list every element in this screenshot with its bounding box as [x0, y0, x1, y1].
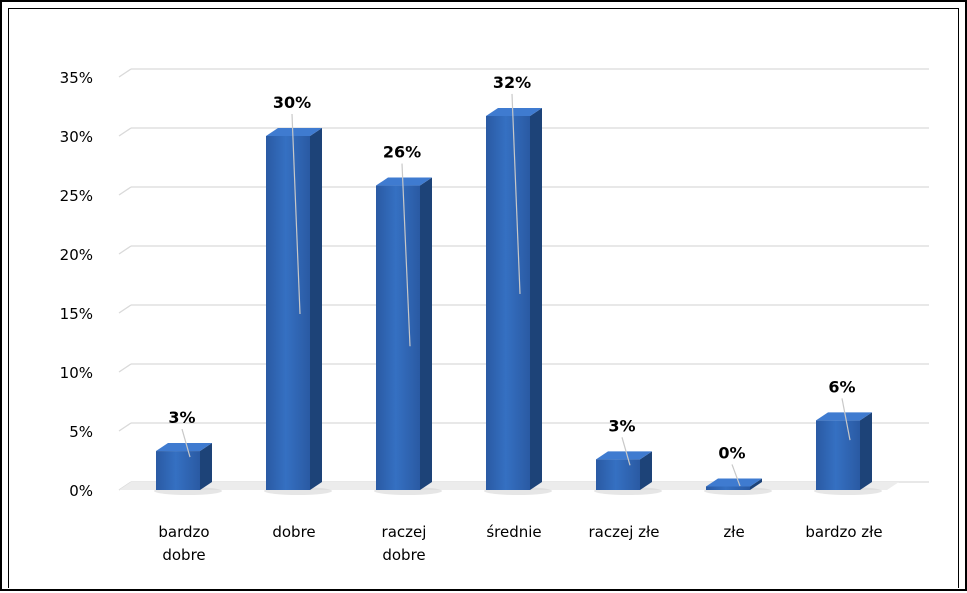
bar	[154, 443, 222, 495]
data-label: 3%	[168, 408, 195, 427]
y-tick-label: 25%	[60, 187, 93, 205]
gridline-depth	[118, 422, 132, 432]
bars	[154, 107, 882, 495]
data-label-leader	[181, 428, 191, 458]
gridline-depth	[118, 68, 132, 78]
bar-side	[750, 478, 762, 490]
bar	[594, 451, 662, 495]
bar-top	[706, 478, 762, 487]
y-axis: 0% 5% 10% 15% 20% 25% 30% 35%	[60, 69, 93, 500]
data-label-leader	[621, 437, 631, 466]
data-label: 30%	[273, 93, 311, 112]
bar-top	[376, 177, 432, 186]
bar-front	[486, 115, 530, 490]
y-tick-label: 5%	[69, 423, 93, 441]
bar-front	[706, 486, 750, 490]
data-labels: 3% 30% 26% 32% 3% 0% 6%	[168, 73, 856, 487]
data-label-leader	[841, 398, 851, 441]
data-label-leader	[731, 464, 741, 487]
bar-chart: 0% 5% 10% 15% 20% 25% 30% 35% 3% 30% 26% 32% 3% 0% 6%…	[60, 68, 929, 564]
y-tick-label: 0%	[69, 482, 93, 500]
category-labels: bardzo dobre dobre raczej dobre średnie raczej…	[158, 523, 882, 564]
bar	[264, 128, 332, 495]
y-tick-label: 10%	[60, 364, 93, 382]
gridline-depth	[118, 363, 132, 373]
bar	[814, 412, 882, 495]
gridline-depth	[118, 186, 132, 196]
bar-side	[860, 412, 872, 490]
gridline-depth	[118, 127, 132, 137]
y-tick-label: 35%	[60, 69, 93, 87]
category-label: złe	[723, 523, 744, 541]
y-tick-label: 15%	[60, 305, 93, 323]
data-label-leader	[401, 163, 411, 347]
bar-front	[156, 451, 200, 490]
data-label-leader	[291, 113, 301, 315]
bar-side	[200, 443, 212, 490]
bar-front	[596, 459, 640, 490]
category-label: średnie	[486, 523, 541, 541]
bar-side	[310, 128, 322, 490]
data-label: 32%	[493, 73, 531, 92]
bar-top	[596, 451, 652, 460]
y-tick-label: 20%	[60, 246, 93, 264]
bar-front	[376, 185, 420, 490]
data-label: 3%	[608, 416, 635, 435]
category-label: dobre	[272, 523, 315, 541]
bar-top	[486, 107, 542, 116]
y-tick-label: 30%	[60, 128, 93, 146]
bar	[484, 107, 552, 495]
bar-front	[266, 136, 310, 490]
data-label: 0%	[718, 443, 745, 462]
bar	[374, 177, 442, 495]
bar-top	[816, 412, 872, 421]
gridline-depth	[118, 245, 132, 255]
category-label: bardzo złe	[805, 523, 882, 541]
bar	[704, 478, 772, 495]
category-label: raczej dobre	[382, 523, 427, 564]
chart-area: 0% 5% 10% 15% 20% 25% 30% 35% 3% 30% 26% 32% 3% 0% 6%…	[8, 8, 959, 588]
data-label: 6%	[828, 377, 855, 396]
bar-side	[420, 177, 432, 490]
bar-top	[266, 128, 322, 136]
category-label: bardzo dobre	[158, 523, 209, 564]
bar-front	[816, 420, 860, 490]
data-label: 26%	[383, 143, 421, 162]
bar-side	[640, 451, 652, 490]
category-label: raczej złe	[588, 523, 659, 541]
gridline-depth	[118, 304, 132, 314]
data-label-leader	[511, 93, 521, 294]
bar-side	[530, 107, 542, 490]
bar-top	[156, 443, 212, 452]
